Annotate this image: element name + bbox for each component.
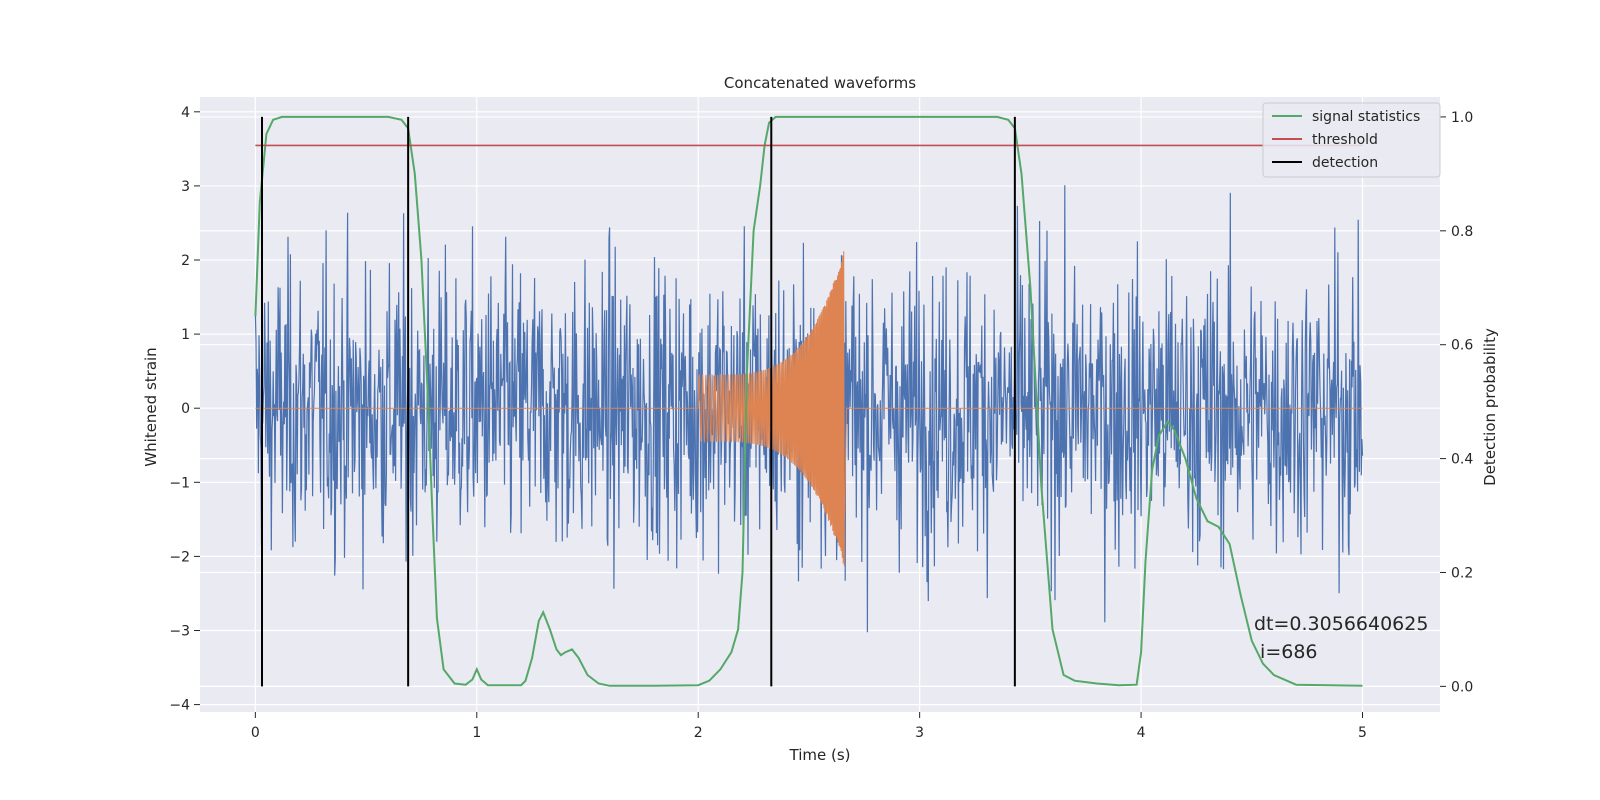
y-tick-label: 1 [181,327,190,343]
x-tick-label: 4 [1137,725,1146,741]
y-axis-label: Whitened strain [142,347,160,466]
x-tick-label: 5 [1358,725,1367,741]
series-detection [261,116,1016,687]
x-tick-label: 0 [251,725,260,741]
x-axis: 0 1 2 3 4 5 [251,712,1367,741]
y2-tick-label: 1.0 [1451,110,1473,126]
right-y-axis: 0.0 0.2 0.4 0.6 0.8 1.0 [1440,110,1473,695]
y2-tick-label: 0.2 [1451,565,1473,581]
y2-tick-label: 0.4 [1451,452,1473,468]
y2-tick-label: 0.6 [1451,338,1473,354]
y2-axis-label: Detection probability [1481,328,1499,486]
x-tick-label: 3 [915,725,924,741]
y-tick-label: 4 [181,105,190,121]
left-y-axis: −4 −3 −2 −1 0 1 2 3 4 [169,105,200,714]
y-tick-label: 2 [181,253,190,269]
x-tick-label: 2 [694,725,703,741]
legend: signal statistics threshold detection [1262,102,1441,178]
x-axis-label: Time (s) [789,746,851,764]
y2-tick-label: 0.8 [1451,224,1473,240]
data-layer [254,115,1364,687]
legend-box [1262,102,1441,178]
y-tick-label: −3 [169,623,190,639]
y-tick-label: −4 [169,698,190,714]
annotation-dt: dt=0.3056640625 [1254,613,1428,635]
legend-label-detection: detection [1312,155,1378,171]
y2-tick-label: 0.0 [1451,679,1473,695]
y-tick-label: 0 [181,401,190,417]
y-tick-label: −2 [169,549,190,565]
y-tick-label: 3 [181,179,190,195]
x-tick-label: 1 [472,725,481,741]
series-signal-statistics [254,115,1363,687]
annotation-i: i=686 [1254,641,1318,663]
legend-label-signal-statistics: signal statistics [1312,109,1420,125]
chart-title: Concatenated waveforms [724,74,916,92]
y-tick-label: −1 [169,475,190,491]
legend-label-threshold: threshold [1312,132,1378,148]
